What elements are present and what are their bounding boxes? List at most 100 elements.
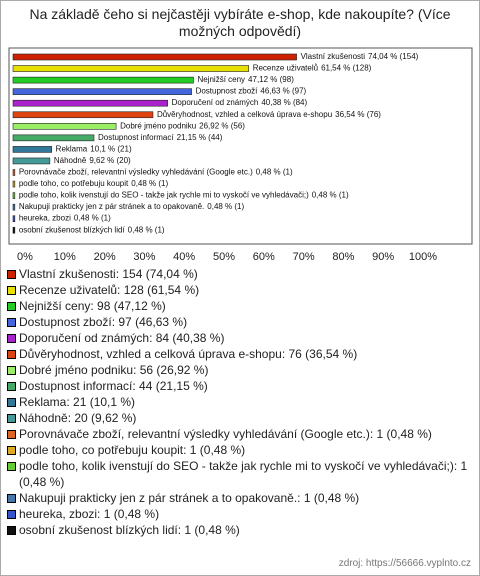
value-label: 0,48 % (1): [74, 214, 111, 223]
category-label: osobní zkušenost blízkých lidí: [19, 225, 126, 234]
legend-item: podle toho, kolik ivenstují do SEO - tak…: [7, 458, 469, 490]
value-label: 26,92 % (56): [199, 121, 245, 130]
legend-label: podle toho, co potřebuju koupit: 1 (0,48…: [19, 443, 246, 457]
x-tick-label: 0%: [17, 251, 33, 263]
bar-label: Nejnižší ceny 47,12 % (98): [197, 75, 294, 84]
x-tick-label: 60%: [253, 251, 275, 263]
legend-label: Dobré jméno podniku: 56 (26,92 %): [19, 363, 209, 377]
legend-item: Dobré jméno podniku: 56 (26,92 %): [7, 362, 469, 378]
legend-label: Reklama: 21 (10,1 %): [19, 395, 136, 409]
category-label: Dobré jméno podniku: [120, 121, 196, 130]
bar: [12, 88, 192, 95]
legend-swatch: [7, 366, 16, 375]
category-label: Recenze uživatelů: [253, 64, 318, 73]
legend-item: Nakupuji prakticky jen z pár stránek a t…: [7, 490, 469, 506]
value-label: 36,54 % (76): [335, 110, 381, 119]
category-label: Reklama: [56, 145, 88, 154]
category-label: Dostupnost zboží: [196, 87, 259, 96]
legend-label: Recenze uživatelů: 128 (61,54 %): [19, 283, 200, 297]
bar-label: Recenze uživatelů 61,54 % (128): [253, 64, 372, 73]
bar: [12, 226, 16, 234]
legend-swatch: [7, 446, 16, 455]
x-tick-label: 20%: [94, 251, 116, 263]
bar-label: Porovnávače zboží, relevantní výsledky v…: [19, 168, 293, 177]
legend-label: osobní zkušenost blízkých lidí: 1 (0,48 …: [19, 523, 240, 537]
legend-item: Dostupnost informací: 44 (21,15 %): [7, 378, 469, 394]
x-tick-label: 40%: [173, 251, 195, 263]
bar-label: Dostupnost zboží 46,63 % (97): [196, 87, 307, 96]
bar: [12, 203, 16, 211]
legend-label: Nakupuji prakticky jen z pár stránek a t…: [19, 491, 360, 505]
value-label: 9,62 % (20): [89, 156, 131, 165]
legend-swatch: [7, 302, 16, 311]
value-label: 61,54 % (128): [321, 64, 372, 73]
bar: [12, 180, 16, 188]
legend-item: Porovnávače zboží, relevantní výsledky v…: [7, 426, 469, 442]
bar-label: Dobré jméno podniku 26,92 % (56): [120, 121, 245, 130]
bar-label: Reklama 10,1 % (21): [56, 145, 132, 154]
value-label: 10,1 % (21): [90, 145, 132, 154]
value-label: 0,48 % (1): [128, 225, 165, 234]
legend-swatch: [7, 270, 16, 279]
source: zdroj: https://56666.vyplnto.cz: [338, 558, 471, 569]
x-tick-label: 80%: [332, 251, 354, 263]
legend-swatch: [7, 350, 16, 359]
legend-label: Porovnávače zboží, relevantní výsledky v…: [19, 427, 432, 441]
value-label: 47,12 % (98): [248, 75, 294, 84]
legend: Vlastní zkušenosti: 154 (74,04 %) Recenze…: [7, 266, 469, 538]
category-label: Dostupnost informací: [98, 133, 174, 142]
legend-swatch: [7, 510, 16, 519]
bar-label: podle toho, kolik ivenstují do SEO - tak…: [19, 191, 349, 200]
value-label: 40,38 % (84): [261, 98, 307, 107]
legend-label: Vlastní zkušenosti: 154 (74,04 %): [19, 267, 198, 281]
bar: [12, 99, 168, 107]
bar: [12, 215, 16, 222]
bar: [12, 169, 16, 176]
x-tick-label: 10%: [54, 251, 76, 263]
legend-label: Doporučení od známých: 84 (40,38 %): [19, 331, 225, 345]
legend-label: heureka, zbozi: 1 (0,48 %): [19, 507, 160, 521]
bar: [12, 146, 52, 153]
bar: [12, 76, 194, 84]
bar: [12, 111, 154, 119]
x-tick-label: 30%: [133, 251, 155, 263]
x-tick-label: 100%: [409, 251, 437, 263]
category-label: Nejnižší ceny: [197, 75, 245, 84]
legend-swatch: [7, 334, 16, 343]
category-label: Nakupuji prakticky jen z pár stránek a t…: [19, 202, 204, 211]
bar-label: Vlastní zkušenosti 74,04 % (154): [301, 52, 419, 61]
bar-label: osobní zkušenost blízkých lidí 0,48 % (1): [19, 225, 165, 234]
category-label: podle toho, kolik ivenstují do SEO - tak…: [19, 191, 309, 200]
legend-label: Náhodně: 20 (9,62 %): [19, 411, 137, 425]
value-label: 74,04 % (154): [368, 52, 419, 61]
legend-swatch: [7, 318, 16, 327]
bar-label: Nakupuji prakticky jen z pár stránek a t…: [19, 202, 245, 211]
chart-title: Na základě čeho si nejčastěji vybíráte e…: [29, 6, 451, 39]
legend-swatch: [7, 494, 16, 503]
category-label: podle toho, co potřebuju koupit: [19, 179, 129, 188]
category-label: Náhodně: [54, 156, 87, 165]
legend-item: podle toho, co potřebuju koupit: 1 (0,48…: [7, 442, 469, 458]
bar-label: Náhodně 9,62 % (20): [54, 156, 131, 165]
value-label: 46,63 % (97): [260, 87, 306, 96]
legend-item: Reklama: 21 (10,1 %): [7, 394, 469, 410]
bar: [12, 65, 249, 72]
bar-label: podle toho, co potřebuju koupit 0,48 % (1…: [19, 179, 169, 188]
x-tick-label: 90%: [372, 251, 394, 263]
legend-swatch: [7, 398, 16, 407]
bar-label: Důvěryhodnost, vzhled a celková úprava e…: [157, 110, 381, 119]
bar: [12, 192, 16, 199]
bar-label: Dostupnost informací 21,15 % (44): [98, 133, 223, 142]
legend-label: Dostupnost informací: 44 (21,15 %): [19, 379, 208, 393]
legend-label: podle toho, kolik ivenstují do SEO - tak…: [19, 459, 468, 489]
legend-swatch: [7, 526, 16, 535]
category-label: Porovnávače zboží, relevantní výsledky v…: [19, 168, 253, 177]
legend-label: Nejnižší ceny: 98 (47,12 %): [19, 299, 166, 313]
legend-item: Doporučení od známých: 84 (40,38 %): [7, 330, 469, 346]
bar-label: heureka, zbozi 0,48 % (1): [19, 214, 111, 223]
value-label: 0,48 % (1): [207, 202, 244, 211]
value-label: 21,15 % (44): [177, 133, 223, 142]
bar: [12, 123, 117, 130]
value-label: 0,48 % (1): [131, 179, 168, 188]
